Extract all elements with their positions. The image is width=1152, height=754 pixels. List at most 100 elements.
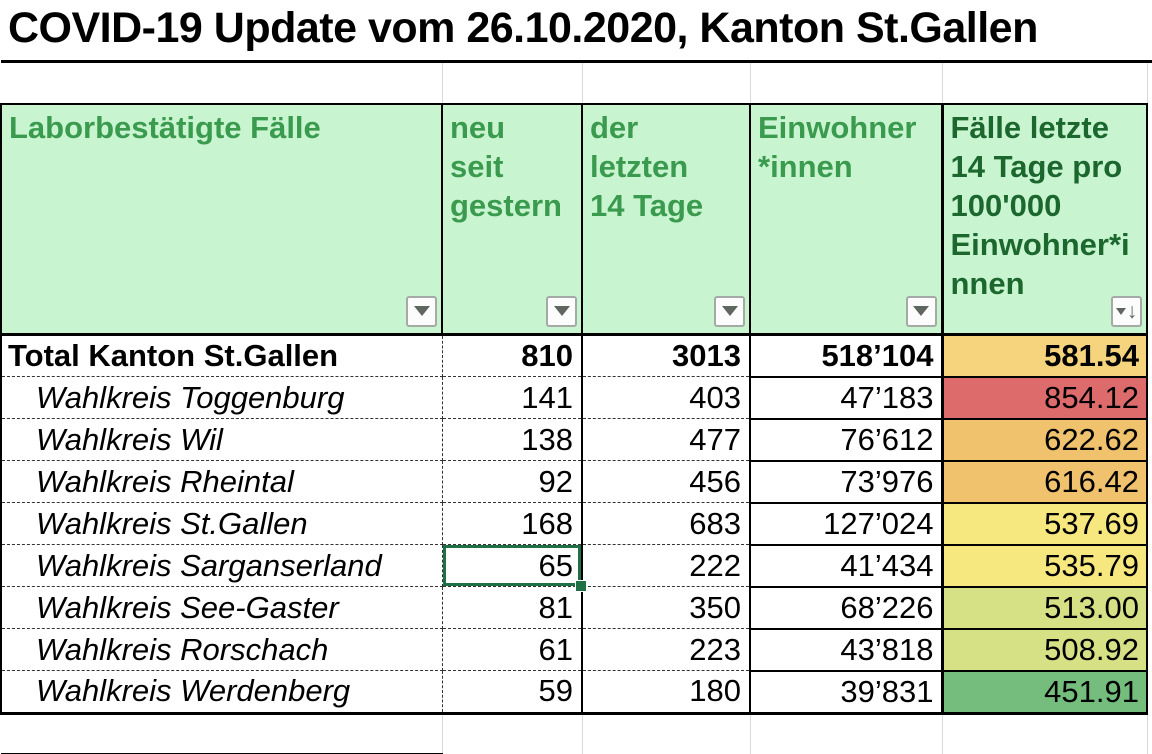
- filter-dropdown-icon: [413, 306, 430, 316]
- cell-new-since-yesterday[interactable]: 141: [442, 376, 583, 419]
- empty-cell[interactable]: [442, 61, 583, 104]
- empty-cell[interactable]: [1, 713, 443, 754]
- column-header-faelle-pro-100000[interactable]: Fälle letzte 14 Tage pro 100'000 Einwohn…: [942, 103, 1148, 336]
- column-header-der-letzten-14-tage[interactable]: der letzten 14 Tage: [582, 103, 751, 336]
- empty-cell: [1147, 376, 1152, 419]
- table-row: Wahlkreis Werdenberg 59 180 39’831 451.9…: [0, 670, 1152, 715]
- cell-new-since-yesterday[interactable]: 59: [442, 670, 583, 715]
- cell-region-label[interactable]: Wahlkreis Werdenberg: [0, 670, 443, 715]
- cell-last-14-days[interactable]: 350: [582, 586, 751, 629]
- filter-dropdown-icon: [1115, 307, 1126, 315]
- cell-new-since-yesterday[interactable]: 61: [442, 628, 583, 671]
- cell-last-14-days[interactable]: 683: [582, 502, 751, 545]
- cell-last-14-days[interactable]: 3013: [582, 334, 751, 377]
- cell-last-14-days[interactable]: 403: [582, 376, 751, 419]
- cell-population[interactable]: 73’976: [750, 460, 944, 504]
- cell-population[interactable]: 68’226: [750, 586, 944, 630]
- column-header-label: Fälle letzte 14 Tage pro 100'000 Einwohn…: [950, 110, 1130, 301]
- cell-last-14-days[interactable]: 223: [582, 628, 751, 671]
- cell-last-14-days[interactable]: 456: [582, 460, 751, 503]
- table-row: Wahlkreis Toggenburg 141 403 47’183 854.…: [0, 376, 1152, 420]
- empty-cell: [1147, 628, 1152, 671]
- cell-per-100k[interactable]: 854.12: [942, 376, 1148, 420]
- table-row: Wahlkreis Rorschach 61 223 43’818 508.92: [0, 628, 1152, 672]
- cell-region-label[interactable]: Total Kanton St.Gallen: [0, 334, 443, 377]
- filter-button[interactable]: [406, 295, 437, 327]
- cell-region-label[interactable]: Wahlkreis Toggenburg: [0, 376, 443, 419]
- cell-last-14-days[interactable]: 180: [582, 670, 751, 715]
- cell-region-label[interactable]: Wahlkreis Wil: [0, 418, 443, 461]
- spacer-row: [1, 713, 1152, 754]
- cell-population[interactable]: 41’434: [750, 544, 944, 588]
- cell-region-label[interactable]: Wahlkreis See-Gaster: [0, 586, 443, 629]
- table-row-total: Total Kanton St.Gallen 810 3013 518’104 …: [0, 334, 1152, 378]
- empty-cell[interactable]: [942, 61, 1148, 104]
- cell-population[interactable]: 39’831: [750, 670, 944, 715]
- column-header-label: Laborbestätigte Fälle: [9, 110, 321, 145]
- empty-cell: [1147, 544, 1152, 587]
- cell-per-100k[interactable]: 508.92: [942, 628, 1148, 672]
- column-header-label: Einwohner *innen: [758, 110, 917, 184]
- fill-handle[interactable]: [575, 580, 587, 592]
- table-row: Wahlkreis Sarganserland 65 222 41’434 53…: [0, 544, 1152, 592]
- table-row: Wahlkreis St.Gallen 168 683 127’024 537.…: [0, 502, 1152, 546]
- column-header-laborbestaetigte-faelle[interactable]: Laborbestätigte Fälle: [0, 103, 443, 336]
- empty-cell[interactable]: [582, 61, 751, 104]
- cell-region-label[interactable]: Wahlkreis Sarganserland: [0, 544, 443, 587]
- cell-new-since-yesterday[interactable]: 810: [442, 334, 583, 377]
- empty-cell: [1147, 586, 1152, 629]
- cell-new-since-yesterday[interactable]: 81: [442, 586, 583, 629]
- cell-new-since-yesterday[interactable]: 138: [442, 418, 583, 461]
- cell-last-14-days[interactable]: 222: [582, 544, 751, 587]
- empty-cell[interactable]: [1, 61, 443, 104]
- empty-cell[interactable]: [582, 713, 751, 754]
- sort-descending-icon: ↓: [1126, 299, 1138, 323]
- empty-cell[interactable]: [750, 61, 943, 104]
- empty-cell: [1147, 104, 1152, 334]
- cell-per-100k[interactable]: 616.42: [942, 460, 1148, 504]
- empty-cell[interactable]: [442, 713, 583, 754]
- cell-population[interactable]: 127’024: [750, 502, 944, 546]
- cell-per-100k[interactable]: 537.69: [942, 502, 1148, 546]
- spacer-row: [1, 61, 1152, 104]
- empty-cell: [1147, 713, 1152, 754]
- column-header-label: der letzten 14 Tage: [590, 110, 704, 223]
- cell-region-label[interactable]: Wahlkreis Rorschach: [0, 628, 443, 671]
- title-row: COVID-19 Update vom 26.10.2020, Kanton S…: [1, 0, 1152, 63]
- empty-cell[interactable]: [750, 713, 943, 754]
- cell-population[interactable]: 76’612: [750, 418, 944, 462]
- filter-dropdown-icon: [913, 306, 929, 316]
- page-title: COVID-19 Update vom 26.10.2020, Kanton S…: [1, 0, 1152, 63]
- filter-sort-button[interactable]: ↓: [1111, 295, 1142, 327]
- empty-cell: [1147, 460, 1152, 503]
- cell-per-100k[interactable]: 622.62: [942, 418, 1148, 462]
- filter-button[interactable]: [714, 295, 745, 327]
- cell-last-14-days[interactable]: 477: [582, 418, 751, 461]
- cell-per-100k[interactable]: 581.54: [942, 334, 1148, 378]
- cell-per-100k[interactable]: 513.00: [942, 586, 1148, 630]
- cell-region-label[interactable]: Wahlkreis Rheintal: [0, 460, 443, 503]
- column-header-neu-seit-gestern[interactable]: neu seit gestern: [442, 103, 583, 336]
- cell-region-label[interactable]: Wahlkreis St.Gallen: [0, 502, 443, 545]
- column-header-label: neu seit gestern: [450, 110, 562, 223]
- empty-cell[interactable]: [942, 713, 1148, 754]
- empty-cell: [1147, 334, 1152, 377]
- empty-cell: [1147, 502, 1152, 545]
- column-header-einwohner[interactable]: Einwohner *innen: [750, 103, 944, 336]
- cell-per-100k[interactable]: 535.79: [942, 544, 1148, 588]
- cell-population[interactable]: 43’818: [750, 628, 944, 672]
- empty-cell: [1147, 418, 1152, 461]
- selected-cell-new-since-yesterday[interactable]: 65: [442, 544, 587, 592]
- empty-cell: [1147, 61, 1152, 104]
- cell-population[interactable]: 47’183: [750, 376, 944, 420]
- cell-new-since-yesterday[interactable]: 92: [442, 460, 583, 503]
- header-row: Laborbestätigte Fälle neu seit gestern d…: [0, 103, 1152, 336]
- cell-per-100k[interactable]: 451.91: [942, 670, 1148, 715]
- empty-cell: [1147, 670, 1152, 713]
- table-row: Wahlkreis See-Gaster 81 350 68’226 513.0…: [0, 586, 1152, 630]
- filter-button[interactable]: [905, 295, 937, 327]
- filter-button[interactable]: [546, 295, 577, 327]
- cell-new-since-yesterday[interactable]: 168: [442, 502, 583, 545]
- cell-population[interactable]: 518’104: [750, 334, 944, 378]
